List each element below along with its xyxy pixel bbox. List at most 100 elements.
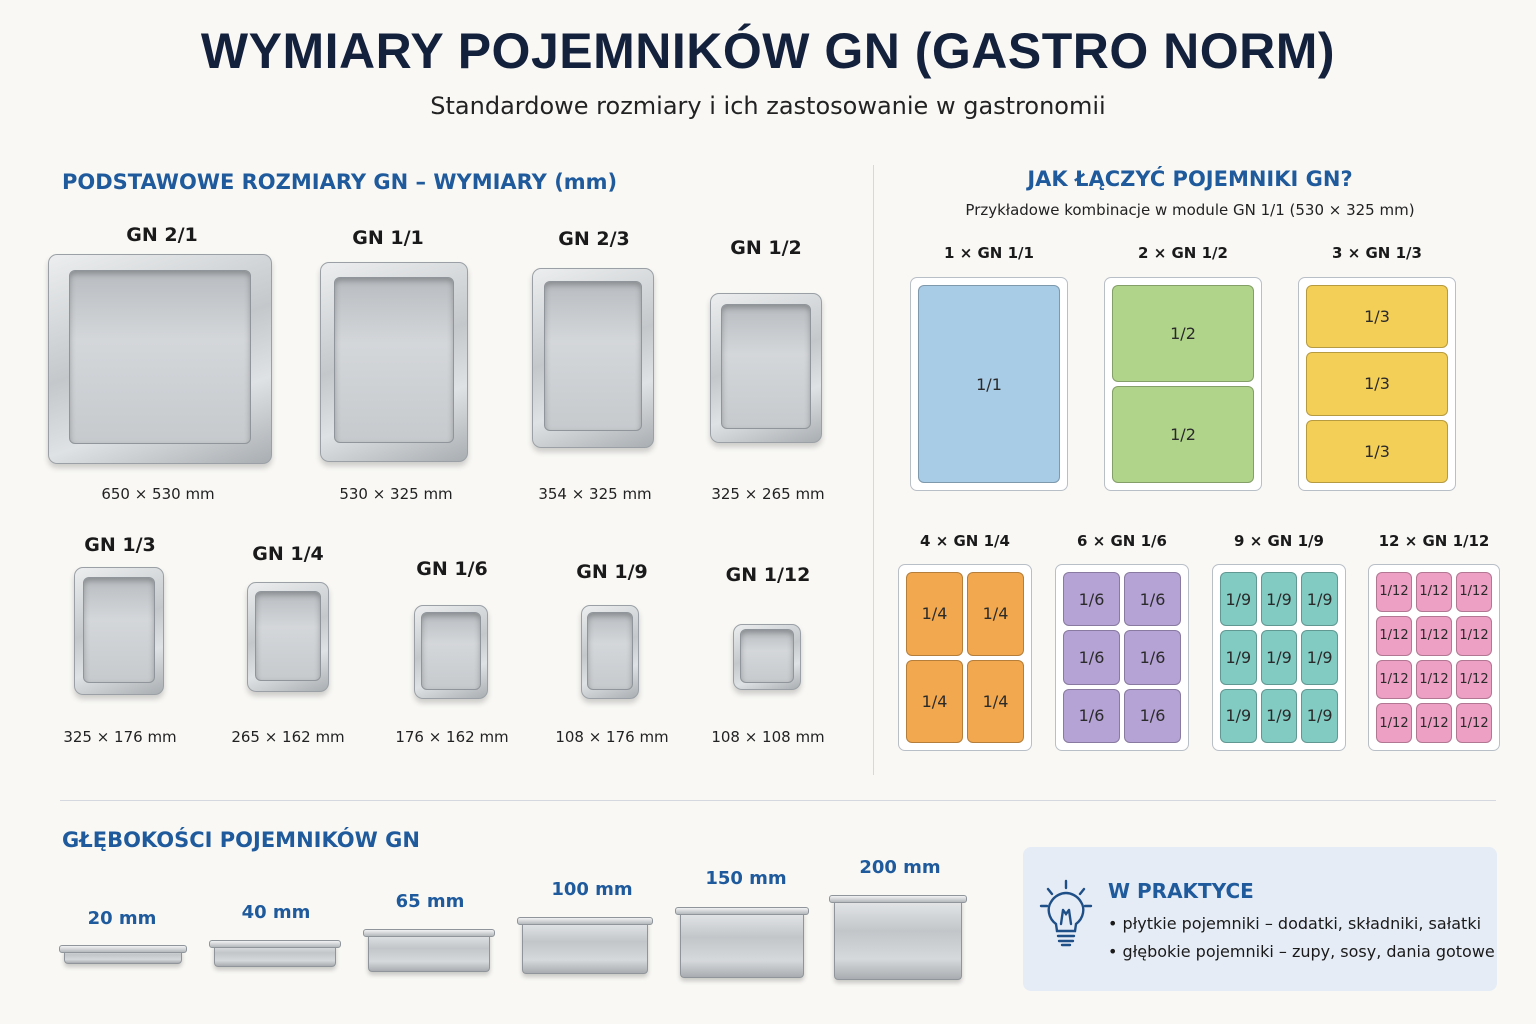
pan-label-gn-2-1: GN 2/1 — [126, 224, 198, 246]
combo-cell: 1/9 — [1220, 572, 1257, 627]
tip-box — [1023, 847, 1497, 991]
combo-cell: 1/6 — [1063, 688, 1120, 743]
combo-tray-12x-gn-1-12: 1/12 1/12 1/12 1/12 1/12 1/12 1/12 1/12 1/12 1/12… — [1368, 564, 1500, 751]
combo-label-7: 12 × GN 1/12 — [1378, 532, 1490, 550]
combo-tray-3x-gn-1-3: 1/3 1/3 1/3 — [1298, 277, 1456, 491]
combo-cell: 1/4 — [967, 659, 1024, 743]
depth-pan-40 — [209, 940, 341, 967]
combine-subheading: Przykładowe kombinacje w module GN 1/1 (… — [965, 201, 1415, 219]
combo-cell: 1/12 — [1456, 659, 1492, 700]
depth-heading: GŁĘBOKOŚCI POJEMNIKÓW GN — [62, 828, 420, 852]
combo-cell: 1/6 — [1124, 630, 1181, 685]
combo-label-5: 6 × GN 1/6 — [1077, 532, 1167, 550]
pan-label-gn-1-1: GN 1/1 — [352, 227, 424, 249]
depth-pan-150 — [675, 907, 809, 978]
combo-cell: 1/12 — [1416, 572, 1452, 612]
combo-cell: 1/12 — [1376, 572, 1412, 612]
pan-gn-1-2 — [710, 293, 822, 443]
depth-label-200: 200 mm — [859, 857, 941, 878]
pan-label-gn-2-3: GN 2/3 — [558, 228, 630, 250]
combo-cell: 1/9 — [1301, 630, 1338, 685]
page-subtitle: Standardowe rozmiary i ich zastosowanie … — [430, 92, 1106, 120]
depth-pan-100 — [517, 917, 653, 974]
combo-cell: 1/12 — [1376, 703, 1412, 743]
combo-cell: 1/9 — [1301, 688, 1338, 743]
pan-dims-gn-1-3: 325 × 176 mm — [63, 728, 177, 746]
pan-label-gn-1-3: GN 1/3 — [84, 534, 156, 556]
combo-cell: 1/4 — [906, 572, 963, 656]
combo-label-4: 4 × GN 1/4 — [920, 532, 1010, 550]
combo-tray-6x-gn-1-6: 1/6 1/6 1/6 1/6 1/6 1/6 — [1055, 564, 1189, 751]
combo-label-1: 1 × GN 1/1 — [944, 244, 1034, 262]
combo-cell: 1/12 — [1456, 615, 1492, 656]
combo-cell: 1/4 — [967, 572, 1024, 656]
combo-cell: 1/3 — [1306, 285, 1448, 349]
pan-gn-1-1 — [320, 262, 468, 462]
pan-gn-2-3 — [532, 268, 654, 448]
combo-cell: 1/12 — [1456, 703, 1492, 743]
combo-cell: 1/9 — [1301, 572, 1338, 627]
depth-label-100: 100 mm — [551, 879, 633, 900]
pan-dims-gn-1-2: 325 × 265 mm — [711, 485, 825, 503]
combo-cell: 1/9 — [1220, 630, 1257, 685]
lightbulb-icon — [1038, 878, 1094, 950]
combo-cell: 1/3 — [1306, 352, 1448, 416]
combo-label-2: 2 × GN 1/2 — [1138, 244, 1228, 262]
depth-label-65: 65 mm — [395, 891, 465, 912]
pan-label-gn-1-12: GN 1/12 — [725, 564, 811, 586]
pan-label-gn-1-9: GN 1/9 — [576, 561, 648, 583]
pan-dims-gn-2-3: 354 × 325 mm — [538, 485, 652, 503]
pan-dims-gn-2-1: 650 × 530 mm — [101, 485, 215, 503]
combo-tray-1x-gn-1-1: 1/1 — [910, 277, 1068, 491]
combo-cell: 1/9 — [1220, 688, 1257, 743]
depth-pan-65 — [363, 929, 495, 972]
horizontal-divider — [60, 800, 1496, 801]
depth-pan-200 — [829, 895, 967, 980]
pan-label-gn-1-2: GN 1/2 — [730, 237, 802, 259]
pan-gn-1-12 — [733, 624, 801, 690]
sizes-heading: PODSTAWOWE ROZMIARY GN – WYMIARY (mm) — [62, 170, 618, 194]
combo-label-6: 9 × GN 1/9 — [1234, 532, 1324, 550]
pan-gn-1-6 — [414, 605, 488, 699]
pan-dims-gn-1-12: 108 × 108 mm — [711, 728, 825, 746]
combo-cell: 1/12 — [1416, 659, 1452, 700]
pan-gn-1-3 — [74, 567, 164, 695]
depth-label-40: 40 mm — [241, 902, 311, 923]
pan-label-gn-1-4: GN 1/4 — [252, 543, 324, 565]
combo-label-3: 3 × GN 1/3 — [1332, 244, 1422, 262]
pan-gn-1-4 — [247, 582, 329, 692]
combo-cell: 1/9 — [1260, 630, 1298, 685]
pan-gn-1-9 — [581, 605, 639, 699]
combo-cell: 1/12 — [1376, 659, 1412, 700]
combo-cell: 1/4 — [906, 659, 963, 743]
pan-gn-2-1 — [48, 254, 272, 464]
combo-cell: 1/3 — [1306, 419, 1448, 483]
combo-cell: 1/2 — [1112, 386, 1254, 483]
tip-item: • głębokie pojemniki – zupy, sosy, dania… — [1108, 942, 1495, 961]
pan-dims-gn-1-1: 530 × 325 mm — [339, 485, 453, 503]
combo-cell: 1/9 — [1260, 688, 1298, 743]
pan-label-gn-1-6: GN 1/6 — [416, 558, 488, 580]
combine-heading: JAK ŁĄCZYĆ POJEMNIKI GN? — [1027, 167, 1353, 191]
depth-label-20: 20 mm — [87, 908, 157, 929]
combo-cell: 1/12 — [1376, 615, 1412, 656]
combo-tray-2x-gn-1-2: 1/2 1/2 — [1104, 277, 1262, 491]
combo-tray-4x-gn-1-4: 1/4 1/4 1/4 1/4 — [898, 564, 1032, 751]
vertical-divider — [873, 165, 874, 775]
pan-dims-gn-1-4: 265 × 162 mm — [231, 728, 345, 746]
pan-dims-gn-1-6: 176 × 162 mm — [395, 728, 509, 746]
combo-cell: 1/1 — [918, 285, 1060, 483]
combo-cell: 1/12 — [1416, 703, 1452, 743]
depth-pan-20 — [59, 945, 187, 964]
pan-dims-gn-1-9: 108 × 176 mm — [555, 728, 669, 746]
combo-cell: 1/12 — [1456, 572, 1492, 612]
combo-cell: 1/6 — [1124, 688, 1181, 743]
combo-cell: 1/9 — [1260, 572, 1298, 627]
tip-title: W PRAKTYCE — [1108, 879, 1254, 903]
combo-cell: 1/6 — [1063, 572, 1120, 627]
depth-label-150: 150 mm — [705, 868, 787, 889]
combo-cell: 1/6 — [1124, 572, 1181, 627]
tip-item: • płytkie pojemniki – dodatki, składniki… — [1108, 914, 1482, 933]
combo-cell: 1/12 — [1416, 615, 1452, 656]
combo-cell: 1/6 — [1063, 630, 1120, 685]
